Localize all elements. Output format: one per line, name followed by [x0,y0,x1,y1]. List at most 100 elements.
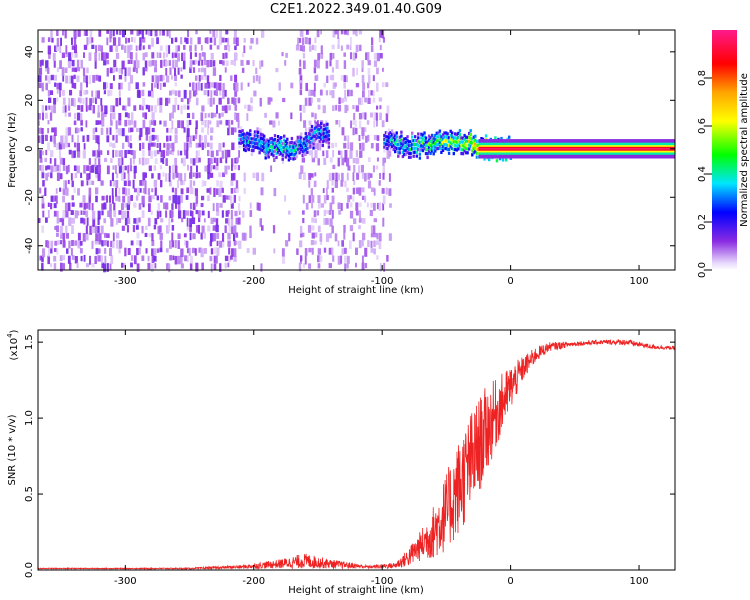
signal-speckle [464,143,468,147]
noise-speckle [91,263,95,268]
noise-speckle [98,142,100,152]
noise-speckle [53,210,57,217]
noise-speckle [107,240,109,247]
noise-speckle [337,202,341,210]
noise-speckle [354,120,357,127]
noise-speckle [379,263,382,272]
y-tick-label: -20 [24,189,35,205]
noise-speckle [41,164,45,173]
noise-speckle [141,89,145,97]
noise-speckle [73,98,76,107]
noise-speckle [171,232,174,242]
noise-speckle [346,30,349,36]
noise-speckle [138,90,141,98]
noise-speckle [364,172,367,182]
noise-speckle [148,44,151,50]
noise-speckle [212,165,216,170]
noise-speckle [86,134,90,142]
noise-speckle [142,150,145,157]
noise-speckle [353,165,356,173]
colorbar: 0.00.20.40.60.8 Normalized spectral ampl… [697,30,750,278]
signal-speckle [292,149,295,153]
noise-speckle [49,135,53,142]
noise-speckle [159,142,162,152]
noise-speckle [145,158,148,165]
signal-speckle [460,144,463,148]
noise-speckle [347,165,351,171]
signal-speckle [273,145,277,149]
noise-speckle [308,37,311,45]
signal-speckle [461,148,465,152]
noise-speckle [109,180,112,187]
noise-speckle [61,217,65,226]
noise-speckle [346,75,348,83]
signal-speckle [451,143,454,147]
noise-speckle [133,255,137,265]
noise-speckle [371,37,374,46]
signal-speckle [296,139,300,144]
noise-speckle [65,210,69,218]
noise-speckle [159,83,162,90]
signal-speckle [452,152,455,156]
noise-speckle [346,187,349,192]
noise-speckle [175,45,178,54]
noise-speckle [350,89,353,97]
noise-speckle [361,255,364,264]
noise-speckle [157,225,161,235]
noise-speckle [82,98,85,105]
signal-speckle [395,147,398,151]
signal-speckle [281,149,284,154]
noise-speckle [207,165,211,174]
signal-speckle [316,123,320,127]
noise-speckle [259,218,262,227]
noise-speckle [243,172,246,182]
noise-speckle [235,82,239,92]
noise-speckle [174,52,178,58]
noise-speckle [171,240,175,248]
noise-speckle [88,173,91,180]
noise-speckle [151,194,155,200]
noise-speckle [80,127,83,132]
noise-speckle [83,165,86,174]
noise-speckle [237,119,240,129]
noise-speckle [323,195,327,204]
noise-speckle [215,90,218,97]
signal-speckle [452,140,455,144]
signal-speckle [270,144,274,148]
noise-speckle [112,195,114,204]
noise-speckle [77,105,81,110]
noise-speckle [132,157,135,165]
noise-speckle [195,172,198,179]
noise-speckle [213,82,217,89]
noise-speckle [95,45,97,53]
noise-speckle [159,210,162,218]
noise-speckle [95,165,99,174]
noise-speckle [91,203,94,211]
noise-speckle [94,52,97,62]
signal-speckle [475,151,479,155]
snr-line [38,339,675,570]
noise-speckle [224,45,228,51]
noise-speckle [68,112,71,117]
signal-speckle [418,156,422,160]
noise-speckle [115,195,119,202]
signal-speckle [444,146,448,151]
signal-speckle [278,141,281,145]
noise-speckle [88,37,92,44]
noise-speckle [272,225,276,234]
noise-speckle [101,120,105,127]
noise-speckle [71,98,74,106]
noise-speckle [379,30,383,38]
noise-speckle [86,180,89,186]
noise-speckle [194,59,198,65]
noise-speckle [169,135,172,142]
noise-speckle [60,240,63,245]
noise-speckle [252,60,255,67]
noise-speckle [151,255,155,263]
noise-speckle [74,172,78,179]
signal-speckle [323,123,326,127]
signal-speckle [278,148,281,152]
signal-speckle [300,132,303,136]
noise-speckle [344,255,348,263]
noise-speckle [56,172,60,181]
